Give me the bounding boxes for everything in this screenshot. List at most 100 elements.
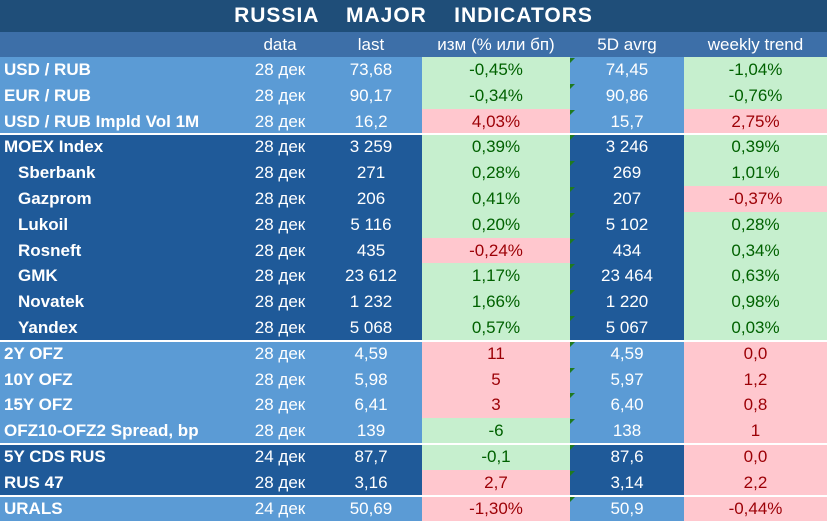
change-cell: 0,20% <box>422 212 570 238</box>
date-cell: 24 дек <box>240 444 320 470</box>
header-weekly-trend: weekly trend <box>684 32 827 57</box>
date-cell: 28 дек <box>240 315 320 341</box>
date-cell: 28 дек <box>240 470 320 496</box>
group-divider <box>0 133 827 135</box>
avg-cell: 23 464 <box>570 263 684 289</box>
cell-marker-icon <box>570 497 575 502</box>
avg-cell: 138 <box>570 418 684 444</box>
avg-cell: 74,45 <box>570 57 684 83</box>
date-cell: 24 дек <box>240 496 320 521</box>
group-divider <box>0 340 827 342</box>
change-cell: 4,03% <box>422 109 570 134</box>
change-cell: 0,57% <box>422 315 570 341</box>
change-cell: -0,24% <box>422 238 570 263</box>
date-cell: 28 дек <box>240 418 320 444</box>
cell-marker-icon <box>570 316 575 321</box>
trend-cell: 1 <box>684 418 827 444</box>
table-title: RUSSIA MAJOR INDICATORS <box>0 0 827 32</box>
trend-cell: -0,37% <box>684 186 827 212</box>
last-cell: 87,7 <box>320 444 422 470</box>
header-5d-avg: 5D avrg <box>570 32 684 57</box>
change-cell: -0,45% <box>422 57 570 83</box>
last-cell: 3,16 <box>320 470 422 496</box>
trend-cell: 0,8 <box>684 392 827 418</box>
avg-cell: 15,7 <box>570 109 684 134</box>
change-cell: -0,1 <box>422 444 570 470</box>
row-label: USD / RUB <box>0 57 240 83</box>
header-change: изм (% или бп) <box>422 32 570 57</box>
group-divider <box>0 495 827 497</box>
last-cell: 435 <box>320 238 422 263</box>
date-cell: 28 дек <box>240 392 320 418</box>
avg-cell: 5 102 <box>570 212 684 238</box>
date-cell: 28 дек <box>240 341 320 367</box>
trend-cell: -1,04% <box>684 57 827 83</box>
cell-marker-icon <box>570 368 575 373</box>
change-cell: 0,39% <box>422 134 570 160</box>
date-cell: 28 дек <box>240 263 320 289</box>
cell-marker-icon <box>570 110 575 115</box>
row-label: Gazprom <box>0 186 240 212</box>
row-label: 2Y OFZ <box>0 341 240 367</box>
cell-marker-icon <box>570 393 575 398</box>
change-cell: 1,17% <box>422 263 570 289</box>
change-cell: 3 <box>422 392 570 418</box>
avg-cell: 87,6 <box>570 444 684 470</box>
avg-cell: 4,59 <box>570 341 684 367</box>
last-cell: 16,2 <box>320 109 422 134</box>
date-cell: 28 дек <box>240 57 320 83</box>
date-cell: 28 дек <box>240 160 320 186</box>
avg-cell: 269 <box>570 160 684 186</box>
row-label: Rosneft <box>0 238 240 263</box>
date-cell: 28 дек <box>240 367 320 392</box>
trend-cell: 0,63% <box>684 263 827 289</box>
header-last: last <box>320 32 422 57</box>
row-label: Lukoil <box>0 212 240 238</box>
last-cell: 5,98 <box>320 367 422 392</box>
header-blank <box>0 32 240 57</box>
date-cell: 28 дек <box>240 186 320 212</box>
last-cell: 206 <box>320 186 422 212</box>
date-cell: 28 дек <box>240 83 320 109</box>
last-cell: 90,17 <box>320 83 422 109</box>
date-cell: 28 дек <box>240 134 320 160</box>
row-label: USD / RUB Impld Vol 1M <box>0 109 240 134</box>
last-cell: 4,59 <box>320 341 422 367</box>
trend-cell: -0,44% <box>684 496 827 521</box>
change-cell: -0,34% <box>422 83 570 109</box>
cell-marker-icon <box>570 290 575 295</box>
last-cell: 73,68 <box>320 57 422 83</box>
group-divider <box>0 443 827 445</box>
last-cell: 271 <box>320 160 422 186</box>
last-cell: 6,41 <box>320 392 422 418</box>
row-label: Sberbank <box>0 160 240 186</box>
trend-cell: 1,01% <box>684 160 827 186</box>
row-label: Novatek <box>0 289 240 315</box>
last-cell: 1 232 <box>320 289 422 315</box>
last-cell: 23 612 <box>320 263 422 289</box>
trend-cell: 0,0 <box>684 444 827 470</box>
avg-cell: 3 246 <box>570 134 684 160</box>
cell-marker-icon <box>570 58 575 63</box>
row-label: OFZ10-OFZ2 Spread, bp <box>0 418 240 444</box>
change-cell: -6 <box>422 418 570 444</box>
cell-marker-icon <box>570 239 575 244</box>
date-cell: 28 дек <box>240 289 320 315</box>
row-label: MOEX Index <box>0 134 240 160</box>
cell-marker-icon <box>570 135 575 140</box>
row-label: URALS <box>0 496 240 521</box>
avg-cell: 207 <box>570 186 684 212</box>
last-cell: 5 068 <box>320 315 422 341</box>
avg-cell: 50,9 <box>570 496 684 521</box>
trend-cell: 0,34% <box>684 238 827 263</box>
change-cell: 0,28% <box>422 160 570 186</box>
change-cell: -1,30% <box>422 496 570 521</box>
trend-cell: 0,39% <box>684 134 827 160</box>
change-cell: 5 <box>422 367 570 392</box>
avg-cell: 5 067 <box>570 315 684 341</box>
trend-cell: 2,75% <box>684 109 827 134</box>
last-cell: 50,69 <box>320 496 422 521</box>
change-cell: 0,41% <box>422 186 570 212</box>
cell-marker-icon <box>570 187 575 192</box>
